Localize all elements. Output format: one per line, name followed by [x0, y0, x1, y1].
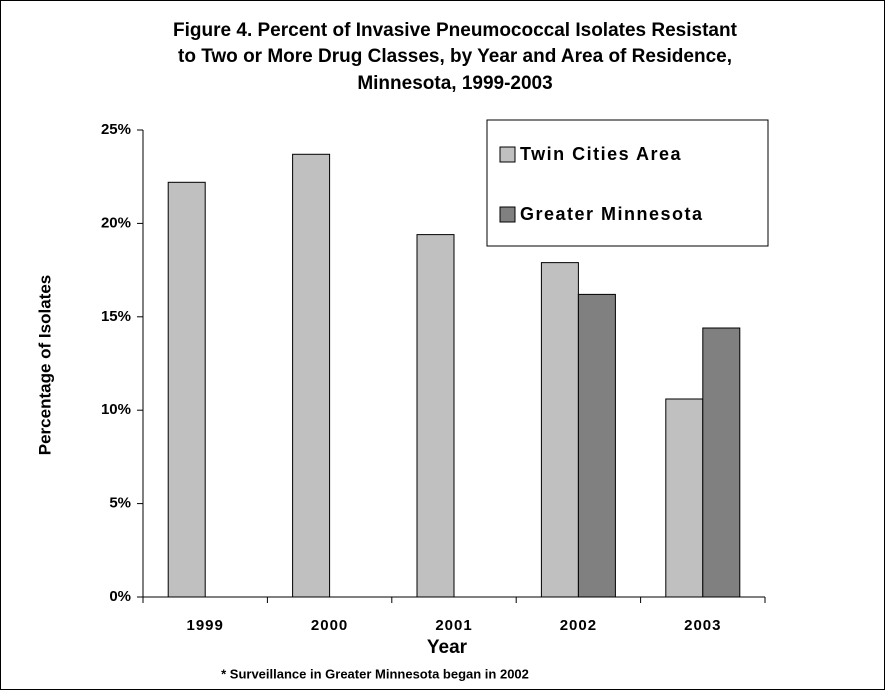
x-tick-label: 2000 — [311, 617, 348, 634]
x-tick-label: 2001 — [435, 617, 472, 634]
bar — [665, 398, 704, 598]
legend-swatch — [499, 206, 516, 223]
bar — [292, 153, 331, 598]
chart-title: Figure 4. Percent of Invasive Pneumococc… — [173, 20, 738, 41]
x-tick-label: 2002 — [560, 617, 597, 634]
y-tick-label: 20% — [101, 214, 131, 231]
y-tick-label: 0% — [109, 588, 131, 605]
bar — [540, 262, 579, 598]
x-tick-label: 1999 — [187, 617, 224, 634]
bar — [577, 293, 616, 598]
x-axis-title: Year — [427, 637, 468, 658]
y-tick-label: 25% — [101, 121, 131, 138]
chart-title: Minnesota, 1999-2003 — [357, 73, 552, 94]
y-tick-label: 10% — [101, 401, 131, 418]
legend-label: Twin Cities Area — [520, 144, 682, 164]
legend-swatch — [499, 146, 516, 163]
chart-title: to Two or More Drug Classes, by Year and… — [178, 46, 732, 67]
bar — [702, 327, 741, 598]
footnote: * Surveillance in Greater Minnesota bega… — [221, 666, 529, 681]
legend-box — [486, 119, 769, 247]
y-tick-label: 5% — [109, 495, 131, 512]
bar — [416, 234, 455, 598]
bar — [167, 181, 206, 598]
x-tick-label: 2003 — [684, 617, 721, 634]
y-axis-title: Percentage of Isolates — [35, 275, 54, 455]
legend-label: Greater Minnesota — [520, 204, 704, 224]
y-tick-label: 15% — [101, 308, 131, 325]
